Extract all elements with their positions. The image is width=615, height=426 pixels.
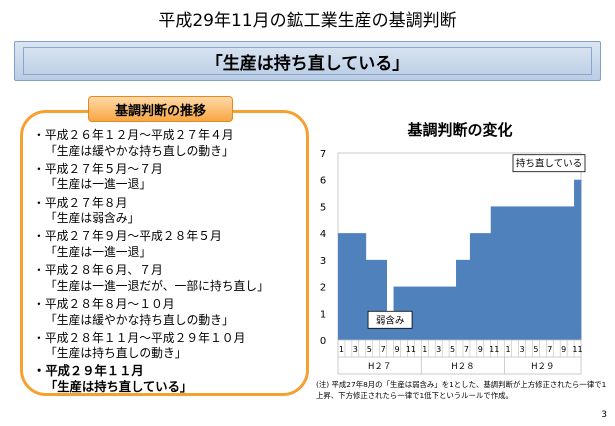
y-tick-label: 6 xyxy=(320,176,326,187)
history-assessment: 「生産は緩やかな持ち直しの動き」 xyxy=(45,312,234,327)
history-period: 平成２７年８月 xyxy=(33,196,303,212)
page-number: 3 xyxy=(601,410,607,420)
history-entry: 平成２７年８月 「生産は弱含み」 xyxy=(33,196,303,227)
y-tick-label: 5 xyxy=(320,202,326,213)
bar xyxy=(456,259,464,340)
history-period: 平成２９年１１月 xyxy=(33,364,303,380)
bar xyxy=(553,206,561,340)
history-entry: 平成２８年１１月～平成２９年１０月 「生産は持ち直しの動き」 xyxy=(33,331,303,362)
callout-box xyxy=(367,310,413,329)
bar xyxy=(442,286,450,340)
history-period: 平成２８年８月～１０月 xyxy=(33,297,303,313)
y-tick-label: 7 xyxy=(320,149,326,160)
history-assessment: 「生産は持ち直している」 xyxy=(45,380,193,395)
x-tick-label: 11 xyxy=(572,345,582,354)
bar xyxy=(560,206,568,340)
bar xyxy=(483,233,492,340)
x-tick-label: 7 xyxy=(381,345,386,354)
x-tick-label: 7 xyxy=(464,345,469,354)
bar xyxy=(574,179,582,340)
history-entry: 平成２８年６月、７月 「生産は一進一退だが、一部に持ち直し」 xyxy=(33,263,303,294)
x-tick-label: 9 xyxy=(478,345,483,354)
headline-text: 「生産は持ち直している」 xyxy=(23,47,592,75)
chart-title: 基調判断の変化 xyxy=(407,121,513,139)
bar xyxy=(525,206,533,340)
x-tick-label: 3 xyxy=(353,345,358,354)
history-period: 平成２８年１１月～平成２９年１０月 xyxy=(33,331,303,347)
x-tick-label: 11 xyxy=(406,345,416,354)
history-entry: 平成２８年８月～１０月 「生産は緩やかな持ち直しの動き」 xyxy=(33,297,303,328)
bar xyxy=(449,286,457,340)
bar xyxy=(567,206,575,340)
bar xyxy=(428,286,436,340)
bar xyxy=(504,206,512,340)
history-entry: 平成２６年１２月～平成２７年４月 「生産は緩やかな持ち直しの動き」 xyxy=(33,128,303,159)
bar xyxy=(462,259,471,340)
history-period: 平成２６年１２月～平成２７年４月 xyxy=(33,128,303,144)
bar xyxy=(546,206,554,340)
history-period: 平成２８年６月、７月 xyxy=(33,263,303,279)
history-period: 平成２７年５月～７月 xyxy=(33,162,303,178)
bar xyxy=(469,233,478,340)
history-assessment: 「生産は弱含み」 xyxy=(45,211,140,226)
bar xyxy=(511,206,519,340)
x-tick-label: 1 xyxy=(422,345,427,354)
bar xyxy=(365,259,374,340)
x-tick-label: 3 xyxy=(519,345,524,354)
bar xyxy=(351,233,360,340)
x-tick-label: 5 xyxy=(533,345,538,354)
x-tick-label: 3 xyxy=(436,345,441,354)
history-assessment: 「生産は緩やかな持ち直しの動き」 xyxy=(45,143,234,158)
history-assessment: 「生産は一進一退」 xyxy=(45,244,152,259)
y-tick-label: 4 xyxy=(320,229,326,240)
footnote: (注) 平成27年8月の「生産は弱含み」を1とした、基調判断が上方修正されたら一… xyxy=(316,380,607,400)
x-tick-label: 9 xyxy=(394,345,399,354)
x-year-label: H２９ xyxy=(531,362,554,372)
y-tick-label: 1 xyxy=(320,309,326,320)
history-assessment: 「生産は持ち直しの動き」 xyxy=(45,346,187,361)
callout-box xyxy=(512,154,586,173)
headline-banner: 「生産は持ち直している」 xyxy=(14,41,601,81)
history-entry-latest: 平成２９年１１月 「生産は持ち直している」 xyxy=(33,364,303,395)
y-tick-label: 2 xyxy=(320,283,326,294)
x-tick-label: 11 xyxy=(489,345,499,354)
bar xyxy=(490,206,499,340)
bar xyxy=(338,233,346,340)
bar xyxy=(497,206,506,340)
bar xyxy=(539,206,547,340)
x-year-label: H２８ xyxy=(451,362,474,372)
history-list: 平成２６年１２月～平成２７年４月 「生産は緩やかな持ち直しの動き」 平成２７年５… xyxy=(33,128,303,398)
bar xyxy=(476,233,485,340)
x-tick-label: 5 xyxy=(367,345,372,354)
y-tick-label: 0 xyxy=(320,336,326,347)
history-entry: 平成２７年９月～平成２８年５月 「生産は一進一退」 xyxy=(33,229,303,260)
x-tick-label: 1 xyxy=(339,345,344,354)
bar xyxy=(358,233,367,340)
y-tick-label: 3 xyxy=(320,256,326,267)
bar xyxy=(414,286,422,340)
bar xyxy=(379,259,387,340)
slide-title: 平成29年11月の鉱工業生産の基調判断 xyxy=(158,11,457,31)
history-period: 平成２７年９月～平成２８年５月 xyxy=(33,229,303,245)
bar xyxy=(372,259,381,340)
history-entry: 平成２７年５月～７月 「生産は一進一退」 xyxy=(33,162,303,193)
history-assessment: 「生産は一進一退」 xyxy=(45,177,152,192)
bar xyxy=(532,206,540,340)
callout-text: 弱含み xyxy=(376,314,405,326)
x-year-label: H２７ xyxy=(368,362,391,372)
callout-text: 持ち直している xyxy=(516,158,582,170)
x-tick-label: 9 xyxy=(561,345,566,354)
history-panel-label: 基調判断の推移 xyxy=(88,96,233,122)
bar xyxy=(421,286,429,340)
bar xyxy=(435,286,443,340)
x-tick-label: 5 xyxy=(450,345,455,354)
x-tick-label: 1 xyxy=(506,345,511,354)
history-assessment: 「生産は一進一退だが、一部に持ち直し」 xyxy=(45,278,269,293)
bar xyxy=(518,206,526,340)
bar xyxy=(344,233,353,340)
x-tick-label: 7 xyxy=(547,345,552,354)
